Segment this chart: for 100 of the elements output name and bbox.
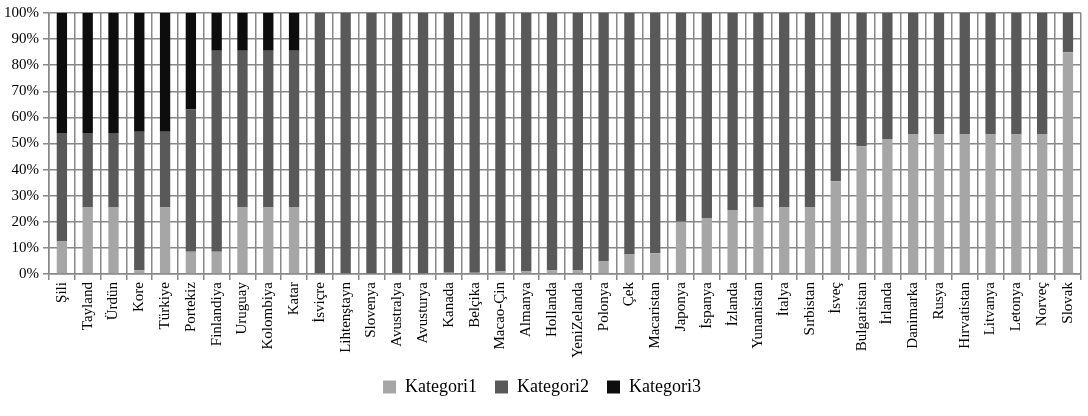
bar xyxy=(56,133,68,242)
bar xyxy=(598,260,609,274)
x-tick-label: İtalya xyxy=(775,281,792,317)
bar xyxy=(340,13,351,274)
y-tick-label: 0% xyxy=(19,264,39,281)
y-tick-label: 80% xyxy=(11,56,39,73)
x-tick-label: Macaristan xyxy=(646,281,663,349)
x-tick-label: Belçika xyxy=(465,281,482,328)
x-tick-label: Lihtenştayn xyxy=(336,281,353,353)
bar xyxy=(882,13,893,140)
bar xyxy=(959,134,970,274)
x-tick-label: Kolombiya xyxy=(259,281,276,350)
legend-label: Kategori3 xyxy=(628,375,701,396)
x-tick-label: Danimarka xyxy=(904,281,921,349)
x-tick-label: Tayland xyxy=(78,281,95,331)
bar xyxy=(675,221,687,274)
x-tick-label: Ürdün xyxy=(104,281,121,321)
x-tick-label: Litvanya xyxy=(981,281,998,336)
x-tick-label: Sırbistan xyxy=(800,281,817,336)
bar xyxy=(650,253,661,274)
bar xyxy=(288,50,300,208)
x-tick-label: İzlanda xyxy=(723,281,740,327)
x-tick-label: Uruguay xyxy=(233,281,250,335)
bar xyxy=(443,13,454,273)
bar xyxy=(521,13,532,272)
x-tick-label: Avustralya xyxy=(388,281,405,347)
bar xyxy=(159,131,171,208)
bar xyxy=(134,131,145,271)
bar xyxy=(908,134,919,274)
y-tick-label: 100% xyxy=(4,3,39,20)
y-tick-label: 10% xyxy=(11,238,39,255)
x-tick-label: Slovak xyxy=(1058,281,1075,324)
bar xyxy=(237,50,248,208)
x-tick-label: Şili xyxy=(52,282,69,303)
bar xyxy=(185,251,197,274)
bar xyxy=(779,207,790,274)
bar xyxy=(314,13,326,274)
bar xyxy=(546,13,558,271)
x-tick-label: Yunanistan xyxy=(749,281,766,349)
bar xyxy=(288,207,300,274)
bar xyxy=(1036,13,1048,135)
bar xyxy=(882,139,893,274)
bar xyxy=(701,217,712,274)
x-tick-label: Kore xyxy=(130,281,147,313)
bar xyxy=(1062,13,1074,53)
bar xyxy=(159,13,171,132)
y-tick-label: 20% xyxy=(11,212,39,229)
bar xyxy=(185,109,197,252)
bar xyxy=(237,207,248,274)
bar xyxy=(1036,134,1048,274)
x-tick-label: İspanya xyxy=(697,281,714,329)
x-tick-label: Slovenya xyxy=(362,281,379,338)
bar xyxy=(495,13,506,272)
bar xyxy=(366,13,377,274)
legend-label: Kategori1 xyxy=(405,375,478,396)
bar xyxy=(908,13,919,135)
bar xyxy=(263,50,274,208)
bar xyxy=(959,13,970,135)
x-tick-label: Katar xyxy=(285,282,301,316)
bar xyxy=(650,13,661,254)
bar xyxy=(56,13,68,134)
bar xyxy=(392,13,403,274)
bar xyxy=(1062,52,1074,274)
bar xyxy=(985,13,996,135)
bar xyxy=(753,13,764,208)
bar xyxy=(856,146,867,274)
bar xyxy=(753,207,764,274)
bar xyxy=(263,13,274,51)
bar xyxy=(985,134,996,274)
x-tick-label: Letonya xyxy=(1007,281,1024,332)
x-tick-label: Bulgaristan xyxy=(852,281,869,352)
bar xyxy=(469,13,480,273)
y-tick-label: 50% xyxy=(11,134,39,151)
bar xyxy=(675,13,687,222)
bar xyxy=(727,13,738,211)
y-tick-label: 70% xyxy=(11,82,39,99)
legend-label: Kategori2 xyxy=(517,375,589,396)
bar xyxy=(134,270,145,274)
bar xyxy=(572,13,583,271)
x-tick-label: İsveç xyxy=(826,281,843,314)
bar xyxy=(417,13,429,274)
x-tick-label: Portekiz xyxy=(181,281,198,333)
y-tick-label: 40% xyxy=(11,160,39,177)
bar xyxy=(263,207,274,274)
bar xyxy=(856,13,867,147)
x-tick-label: Avusturya xyxy=(413,281,430,344)
bar xyxy=(598,13,609,261)
y-tick-label: 90% xyxy=(11,30,39,47)
x-tick-label: Hırvatistan xyxy=(955,281,972,349)
bar xyxy=(237,13,248,51)
bar xyxy=(624,13,635,255)
bar xyxy=(1011,134,1022,274)
bar xyxy=(572,270,583,274)
bar xyxy=(288,13,300,51)
x-tick-label: İrlanda xyxy=(878,281,895,325)
bar xyxy=(211,50,222,252)
bar xyxy=(56,241,68,274)
x-tick-label: Kanada xyxy=(439,281,456,328)
bar xyxy=(108,13,119,134)
bar xyxy=(159,207,171,274)
